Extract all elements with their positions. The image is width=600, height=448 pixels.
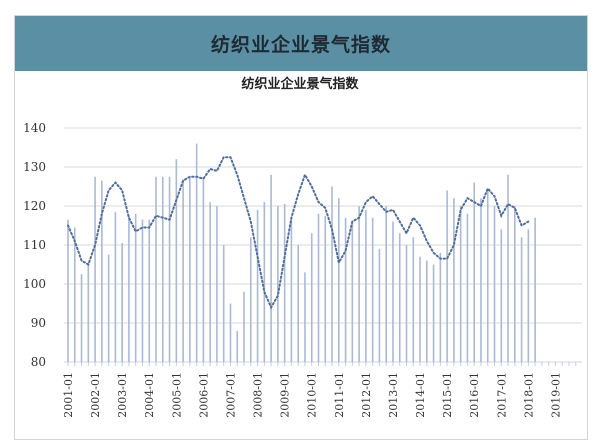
x-tick-label: 2002-01 xyxy=(89,372,102,418)
y-tick-label: 110 xyxy=(23,238,46,252)
x-tick-label: 2010-01 xyxy=(306,372,319,418)
x-tick-label: 2017-01 xyxy=(495,372,508,418)
x-tick-label: 2009-01 xyxy=(279,372,292,418)
x-tick-label: 2003-01 xyxy=(116,372,129,418)
x-tick-label: 2006-01 xyxy=(197,372,210,418)
x-tick-label: 2012-01 xyxy=(360,372,373,418)
x-tick-label: 2018-01 xyxy=(522,372,535,418)
y-tick-label: 140 xyxy=(23,121,46,135)
x-tick-label: 2014-01 xyxy=(414,372,427,418)
y-tick-label: 90 xyxy=(31,316,46,330)
x-tick-label: 2019-01 xyxy=(549,372,562,418)
x-tick-label: 2008-01 xyxy=(252,372,265,418)
trend-line xyxy=(67,156,530,310)
y-tick-label: 130 xyxy=(23,160,46,174)
banner-header: 纺织业企业景气指数 xyxy=(15,16,587,71)
x-tick-label: 2011-01 xyxy=(333,372,346,418)
y-tick-label: 80 xyxy=(31,355,46,369)
chart-title: 纺织业企业景气指数 xyxy=(241,77,359,92)
chart-frame: 纺织业企业景气指数 xyxy=(14,15,588,440)
x-tick-label: 2015-01 xyxy=(441,372,454,418)
x-tick-label: 2001-01 xyxy=(62,372,75,418)
y-tick-label: 120 xyxy=(23,199,46,213)
x-tick-label: 2005-01 xyxy=(170,372,183,418)
x-tick-label: 2016-01 xyxy=(468,372,481,418)
x-tick-label: 2007-01 xyxy=(224,372,237,418)
x-tick-label: 2013-01 xyxy=(387,372,400,418)
x-tick-label: 2004-01 xyxy=(143,372,156,418)
banner-title: 纺织业企业景气指数 xyxy=(210,34,391,56)
y-tick-label: 100 xyxy=(23,277,46,291)
